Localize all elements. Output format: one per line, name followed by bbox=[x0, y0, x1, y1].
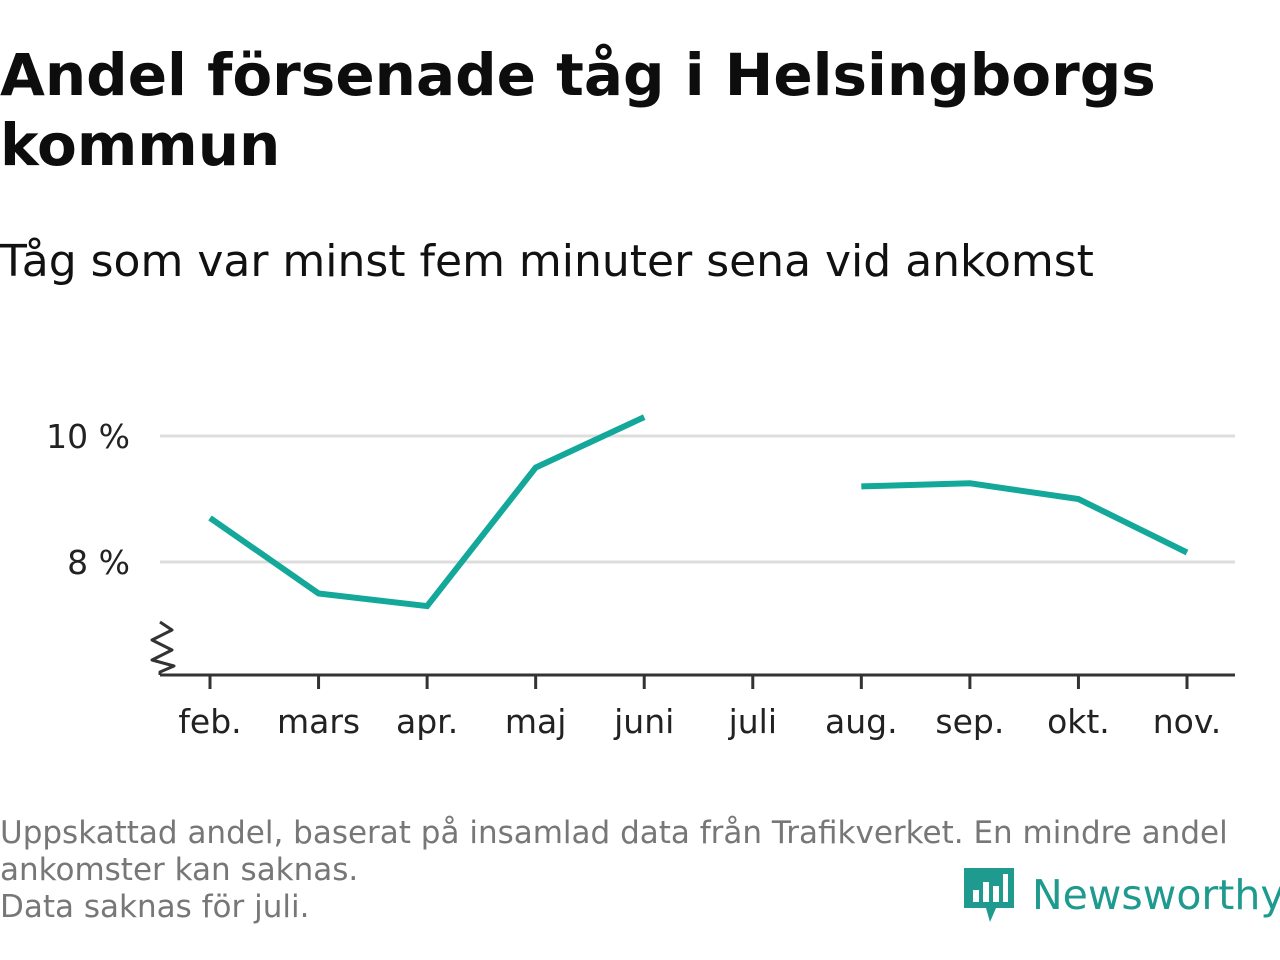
x-tick-label: maj bbox=[505, 702, 567, 741]
gridlines bbox=[160, 434, 1235, 564]
y-tick-label: 10 % bbox=[46, 417, 130, 456]
x-tick-label: aug. bbox=[825, 702, 898, 741]
x-tick-label: mars bbox=[277, 702, 360, 741]
x-tick-label: juni bbox=[613, 702, 674, 741]
chart-subtitle: Tåg som var minst fem minuter sena vid a… bbox=[0, 236, 1094, 287]
x-tick-label: feb. bbox=[178, 702, 241, 741]
newsworthy-logo-icon bbox=[964, 868, 1014, 922]
x-tick-label: nov. bbox=[1153, 702, 1222, 741]
chart-title: Andel försenade tåg i Helsingborgs kommu… bbox=[0, 41, 1156, 179]
x-tick-label: apr. bbox=[396, 702, 458, 741]
x-tick-label: juli bbox=[728, 702, 777, 741]
x-tick-labels: feb. mars apr. maj juni juli aug. sep. okt. nov. bbox=[178, 702, 1221, 741]
brand-name: Newsworthy bbox=[1032, 871, 1280, 919]
newsworthy-brand[interactable]: Newsworthy bbox=[964, 864, 1280, 926]
axis-break-zigzag bbox=[150, 620, 176, 675]
x-axis bbox=[160, 673, 1235, 689]
series-lines bbox=[208, 414, 1189, 610]
footer-notes: Uppskattad andel, baserat på insamlad da… bbox=[0, 815, 1270, 926]
y-axis-break bbox=[150, 620, 176, 675]
y-tick-label: 8 % bbox=[67, 543, 130, 582]
footer-note-line: ankomster kan saknas. bbox=[0, 852, 359, 888]
footer-note-line: Uppskattad andel, baserat på insamlad da… bbox=[0, 815, 1228, 851]
y-tick-labels: 8 % 10 % bbox=[46, 417, 130, 582]
x-tick-label: sep. bbox=[935, 702, 1004, 741]
series-line bbox=[861, 480, 1189, 556]
series-line bbox=[208, 414, 646, 610]
x-tick-label: okt. bbox=[1047, 702, 1110, 741]
footer-note-line: Data saknas för juli. bbox=[0, 889, 310, 925]
